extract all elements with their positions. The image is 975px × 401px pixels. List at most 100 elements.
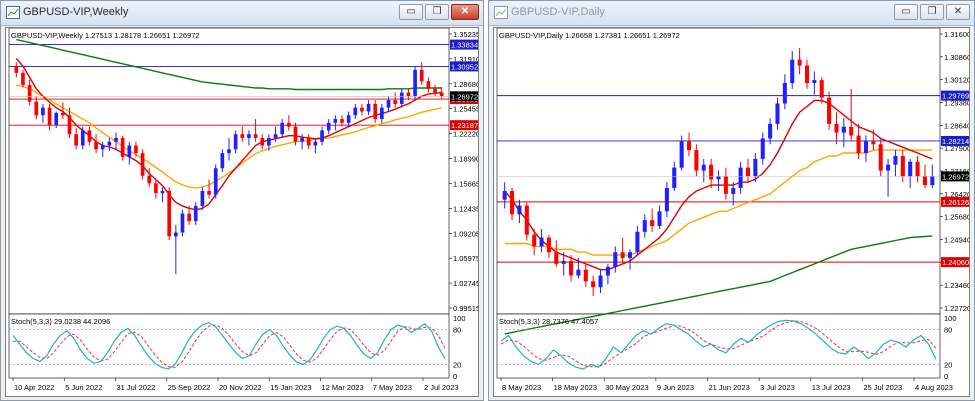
- daily-window-titlebar[interactable]: GBPUSD-VIP,Daily ▭ ❐ ✕: [489, 1, 974, 26]
- candle-body: [174, 232, 178, 237]
- restore-button[interactable]: ❐: [425, 4, 449, 20]
- time-axis-label: 30 May 2023: [605, 383, 648, 392]
- candle-body: [620, 252, 625, 259]
- time-axis-label: 18 May 2023: [554, 383, 597, 392]
- stoch-axis-label: 20: [944, 360, 952, 369]
- candle-body: [900, 155, 905, 177]
- window-title: GBPUSD-VIP,Daily: [511, 6, 605, 18]
- candle-body: [532, 234, 537, 247]
- chart-header: GBPUSD-VIP,Daily 1.26658 1.27381 1.26651…: [499, 31, 680, 40]
- time-axis-label: 4 Aug 2023: [915, 383, 953, 392]
- candle-body: [790, 59, 795, 84]
- candle-body: [227, 149, 231, 154]
- candle-body: [922, 176, 927, 186]
- price-axis-label: 1.15665: [453, 179, 478, 188]
- stoch-main-line: [12, 321, 446, 370]
- candle-body: [908, 161, 913, 177]
- minimize-button[interactable]: ▭: [894, 4, 918, 20]
- candle-body: [731, 188, 736, 194]
- price-axis-label: 1.25455: [453, 105, 478, 114]
- candle-body: [664, 188, 669, 212]
- candle-body: [878, 144, 883, 171]
- price-axis-label: 1.02745: [453, 279, 478, 288]
- candle-body: [320, 130, 324, 142]
- price-axis-label: 1.27900: [944, 144, 969, 153]
- candle-body: [167, 190, 172, 237]
- candle-body: [804, 65, 810, 84]
- time-axis-label: 10 Apr 2022: [14, 383, 54, 392]
- candle-body: [147, 175, 152, 184]
- candle-body: [260, 137, 265, 146]
- price-axis-label: 0.99515: [453, 304, 478, 313]
- weekly-window-titlebar[interactable]: GBPUSD-VIP,Weekly ▭ ❐ ✕: [1, 1, 483, 26]
- close-button[interactable]: ✕: [946, 4, 970, 20]
- level-tag: [941, 90, 969, 101]
- candle-body: [893, 155, 898, 165]
- candle-body: [819, 80, 824, 98]
- candle-body: [187, 213, 191, 222]
- stoch-signal-line: [500, 320, 937, 368]
- price-axis-label: 1.31910: [453, 55, 478, 64]
- price-axis-label: 1.35235: [453, 30, 478, 39]
- candle-body: [539, 237, 544, 247]
- candle-body: [406, 92, 411, 97]
- price-axis-label: 1.09205: [453, 229, 478, 238]
- candle-body: [915, 161, 920, 177]
- candle-body: [613, 252, 618, 267]
- weekly-chart-area[interactable]: 1.35235 1.31910 1.28680 1.25455 1.22220 1.189…: [5, 27, 480, 397]
- candle-body: [775, 103, 780, 124]
- candle-body: [54, 112, 59, 126]
- candle-body: [672, 167, 677, 189]
- candle-body: [745, 167, 751, 177]
- daily-chart-area[interactable]: 1.31600 1.30860 1.30120 1.29380 1.28640 1.279…: [493, 27, 971, 397]
- restore-button[interactable]: ❐: [920, 4, 944, 20]
- candle-body: [569, 260, 574, 276]
- candle-body: [413, 69, 417, 97]
- candle-body: [760, 138, 765, 159]
- minimize-button[interactable]: ▭: [399, 4, 423, 20]
- window-title: GBPUSD-VIP,Weekly: [23, 6, 129, 18]
- current-price-tag: [450, 91, 478, 102]
- stoch-axis-label: 100: [944, 314, 957, 323]
- price-axis-label: 1.29380: [944, 99, 969, 108]
- time-axis-label: 25 Jul 2023: [863, 383, 902, 392]
- weekly-chart-svg[interactable]: 1.35235 1.31910 1.28680 1.25455 1.22220 1.189…: [6, 27, 480, 396]
- candle-body: [220, 153, 225, 169]
- candle-body: [546, 237, 551, 253]
- ma-slow-line: [16, 38, 442, 91]
- candle-body: [286, 122, 291, 127]
- weekly-chart-window[interactable]: GBPUSD-VIP,Weekly ▭ ❐ ✕ 1.35235 1.31910 1.…: [0, 0, 484, 401]
- close-button[interactable]: ✕: [451, 4, 479, 20]
- price-axis-label: 1.28640: [944, 121, 969, 130]
- time-axis-label: 12 Mar 2023: [322, 383, 364, 392]
- ma-slow-line: [504, 235, 933, 335]
- stoch-signal-line: [13, 324, 446, 368]
- time-axis-label: 3 Jul 2023: [760, 383, 795, 392]
- stoch-plot-frame: [8, 313, 450, 379]
- ma-mid-line: [504, 149, 933, 256]
- candle-body: [863, 141, 868, 154]
- candle-body: [253, 134, 258, 138]
- candle-body: [353, 107, 358, 116]
- daily-chart-svg[interactable]: 1.31600 1.30860 1.30120 1.29380 1.28640 1.279…: [494, 27, 971, 396]
- chart-window-icon: [494, 6, 508, 19]
- candle-body: [293, 126, 298, 142]
- stoch-axis-label: 0: [453, 372, 457, 381]
- candle-body: [812, 80, 817, 84]
- time-axis-label: 8 May 2023: [502, 383, 541, 392]
- level-label: 1.24060: [942, 258, 969, 267]
- candle-body: [605, 266, 610, 276]
- candle-body: [386, 100, 391, 108]
- candle-body: [61, 112, 65, 116]
- candle-body: [34, 101, 39, 116]
- stoch-header: Stoch(5,3,3) 28.7376 47.4057: [499, 317, 598, 326]
- candle-body: [856, 135, 861, 154]
- candle-body: [107, 141, 112, 146]
- candle-body: [47, 107, 52, 126]
- candle-body: [886, 164, 891, 171]
- candle-body: [27, 84, 32, 102]
- candle-body: [716, 176, 721, 180]
- candle-body: [426, 81, 431, 89]
- current-price-tag: [941, 171, 969, 182]
- daily-chart-window[interactable]: GBPUSD-VIP,Daily ▭ ❐ ✕ 1.31600 1.30860 1.3…: [488, 0, 975, 401]
